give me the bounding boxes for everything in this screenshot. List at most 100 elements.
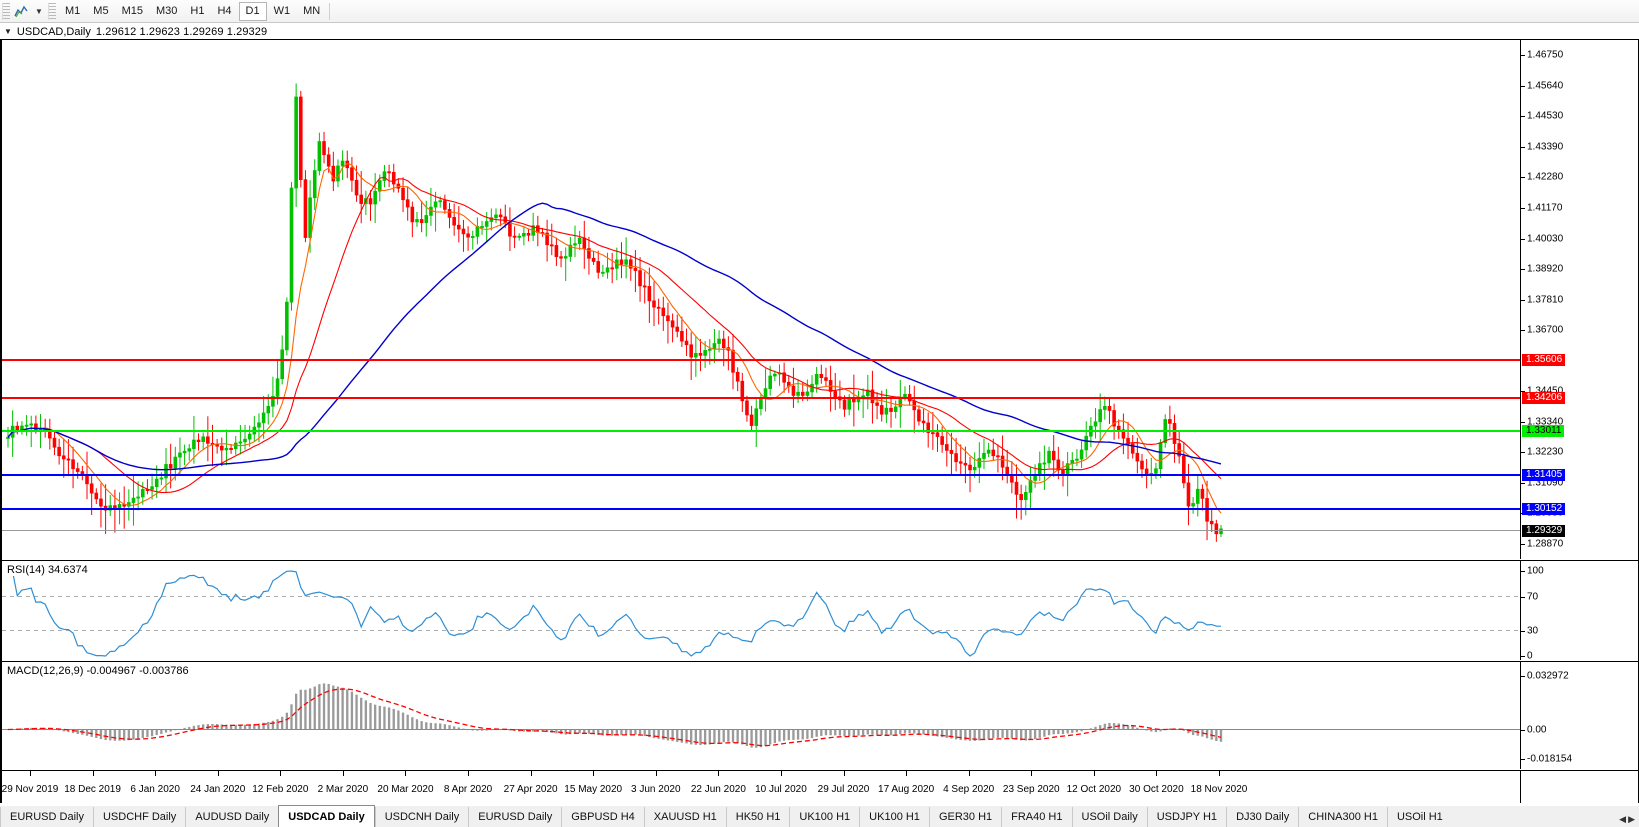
toolbar-drag-handle[interactable] (2, 2, 10, 20)
timeframe-button-m5[interactable]: M5 (93, 5, 109, 17)
date-axis-tick (968, 771, 970, 776)
macd-pane[interactable]: MACD(12,26,9) -0.004967 -0.003786 0.0329… (2, 661, 1638, 769)
date-axis-label: 23 Sep 2020 (1002, 784, 1060, 795)
price-axis-tick (1521, 146, 1525, 148)
price-level-line-support[interactable] (2, 473, 1520, 476)
chart-tab-eurusd-daily[interactable]: EURUSD Daily (468, 807, 561, 827)
price-axis-tick (1521, 207, 1525, 209)
price-level-label-support[interactable]: 1.31405 (1522, 468, 1566, 481)
chart-ohlc-quotes: 1.29612 1.29623 1.29269 1.29329 (95, 25, 268, 38)
chart-symbol-title: USDCAD,Daily (16, 25, 91, 38)
macd-plot-region[interactable] (2, 662, 1520, 769)
date-axis-tick (342, 771, 344, 776)
price-level-label-support[interactable]: 1.30152 (1522, 502, 1566, 515)
rsi-axis-tick (1521, 656, 1525, 657)
chart-tab-usdchf-daily[interactable]: USDCHF Daily (92, 807, 185, 827)
price-axis-tick-label: 1.37810 (1527, 294, 1564, 305)
date-axis-label: 10 Jul 2020 (755, 784, 807, 795)
rsi-pane-label: RSI(14) 34.6374 (7, 564, 91, 576)
price-axis-tick-label: 1.45640 (1527, 80, 1564, 91)
chart-menu-caret-icon[interactable]: ▼ (4, 27, 12, 36)
price-axis-tick-label: 1.46750 (1527, 49, 1564, 61)
timeframe-button-w1[interactable]: W1 (273, 5, 291, 17)
price-level-label-current-price[interactable]: 1.29329 (1522, 525, 1566, 538)
rsi-axis-tick-label: 100 (1527, 565, 1544, 577)
chart-tab-uk100-h1[interactable]: UK100 H1 (859, 807, 929, 827)
price-level-line-resistance[interactable] (2, 396, 1520, 399)
date-axis-tick (1156, 771, 1158, 776)
price-axis-tick-label: 1.36700 (1527, 324, 1564, 336)
chart-tab-china300-h1[interactable]: CHINA300 H1 (1298, 807, 1387, 827)
timeframe-group-handle[interactable] (48, 2, 56, 20)
date-axis-label: 12 Feb 2020 (252, 784, 309, 795)
date-axis-tick (1031, 771, 1033, 776)
price-level-line-support[interactable] (2, 507, 1520, 510)
macd-series-svg (2, 683, 1520, 748)
timeframe-button-m1[interactable]: M1 (65, 5, 81, 17)
timeframe-button-mn[interactable]: MN (303, 5, 321, 17)
chart-tab-usoil-h1[interactable]: USOil H1 (1386, 807, 1452, 827)
chart-tab-usdcnh-daily[interactable]: USDCNH Daily (374, 807, 469, 827)
date-axis-label: 18 Nov 2020 (1190, 784, 1248, 795)
price-axis-tick (1521, 85, 1525, 87)
macd-axis-tick (1521, 729, 1525, 731)
chart-tab-xauusd-h1[interactable]: XAUUSD H1 (643, 807, 726, 827)
chart-tab-audusd-daily[interactable]: AUDUSD Daily (185, 807, 278, 827)
chart-tab-hk50-h1[interactable]: HK50 H1 (725, 807, 790, 827)
chart-tab-usdcad-daily[interactable]: USDCAD Daily (278, 805, 375, 827)
price-plot-region[interactable] (2, 40, 1520, 559)
price-axis-tick (1521, 238, 1525, 240)
chart-tab-usdjpy-h1[interactable]: USDJPY H1 (1146, 807, 1226, 827)
chart-tab-gbpusd-h4[interactable]: GBPUSD H4 (561, 807, 644, 827)
price-axis-tick-label: 1.33340 (1527, 416, 1564, 428)
chart-type-icon[interactable] (10, 2, 32, 21)
toolbar-separator (329, 2, 331, 20)
rsi-axis-tick (1521, 596, 1525, 598)
rsi-plot-region[interactable] (2, 561, 1520, 660)
macd-axis-tick-label: 0.032972 (1527, 670, 1569, 682)
main-toolbar: ▼ M1 M5 M15 M30 H1 H4 D1 W1 MN (0, 0, 1639, 23)
timeframe-button-h1[interactable]: H1 (190, 5, 205, 17)
price-axis-tick (1521, 115, 1525, 117)
tab-scroll-left-icon[interactable]: ◀ (1619, 814, 1627, 824)
date-axis-label: 22 Jun 2020 (690, 784, 746, 795)
chart-tab-fra40-h1[interactable]: FRA40 H1 (1001, 807, 1071, 827)
date-axis-corner (1520, 771, 1638, 803)
price-level-line-resistance[interactable] (2, 358, 1520, 361)
price-level-label-pivot[interactable]: 1.33011 (1522, 424, 1565, 437)
date-axis-label: 24 Jan 2020 (190, 784, 246, 795)
price-axis-tick (1521, 391, 1525, 393)
chart-tab-dj30-daily[interactable]: DJ30 Daily (1226, 807, 1298, 827)
timeframe-button-d1[interactable]: D1 (238, 1, 267, 21)
price-level-label-resistance[interactable]: 1.35606 (1522, 353, 1566, 366)
date-axis-tick (780, 771, 782, 776)
date-axis-tick (405, 771, 407, 776)
chart-tab-eurusd-daily[interactable]: EURUSD Daily (0, 807, 93, 827)
chart-tab-ger30-h1[interactable]: GER30 H1 (928, 807, 1001, 827)
chart-type-dropdown-icon[interactable]: ▼ (35, 6, 43, 16)
timeframe-button-m15[interactable]: M15 (121, 5, 143, 17)
date-axis-tick (593, 771, 595, 776)
price-axis[interactable]: 1.46750 1.45640 1.44530 1.43390 1.42280 1.411… (1520, 40, 1638, 559)
tab-scroll-right-icon[interactable]: ▶ (1628, 814, 1635, 824)
chart-tab-uk100-h1[interactable]: UK100 H1 (789, 807, 859, 827)
chart-tab-strip: EURUSD Daily USDCHF Daily AUDUSD Daily USDC… (0, 805, 1639, 827)
price-axis-tick-label: 1.28870 (1527, 538, 1564, 550)
price-level-line-pivot[interactable] (2, 429, 1520, 432)
date-axis-label: 3 Jun 2020 (631, 784, 681, 795)
tab-scroll-controls[interactable]: ◀ ▶ (1615, 814, 1639, 827)
macd-axis-tick (1521, 676, 1525, 677)
timeframe-button-m30[interactable]: M30 (155, 5, 178, 17)
date-axis-tick (280, 771, 282, 776)
rsi-pane[interactable]: RSI(14) 34.6374 100 70 30 0 (2, 560, 1638, 662)
price-pane[interactable]: 1.46750 1.45640 1.44530 1.43390 1.42280 1.411… (2, 40, 1638, 559)
timeframe-button-h4[interactable]: H4 (217, 5, 232, 17)
price-axis-tick (1521, 421, 1525, 423)
chart-tab-usoil-daily[interactable]: USOil Daily (1071, 807, 1147, 827)
date-axis-label: 8 Apr 2020 (443, 784, 493, 795)
rsi-axis-tick (1521, 571, 1525, 572)
chart-canvas-area[interactable]: 1.46750 1.45640 1.44530 1.43390 1.42280 1.411… (0, 39, 1639, 803)
price-level-label-resistance[interactable]: 1.34206 (1522, 391, 1566, 404)
date-axis-tick (843, 771, 845, 776)
